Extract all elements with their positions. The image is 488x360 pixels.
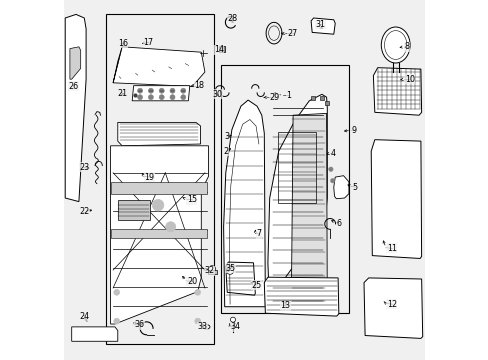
Text: 13: 13 xyxy=(280,302,290,310)
Text: 30: 30 xyxy=(212,90,222,99)
Polygon shape xyxy=(333,176,348,199)
Circle shape xyxy=(226,267,233,274)
Circle shape xyxy=(148,95,153,100)
Bar xyxy=(221,65,348,313)
Polygon shape xyxy=(110,146,208,324)
Text: 14: 14 xyxy=(213,45,224,54)
Circle shape xyxy=(137,88,142,93)
Text: 20: 20 xyxy=(186,277,197,286)
Polygon shape xyxy=(132,86,189,101)
Circle shape xyxy=(137,95,142,100)
Circle shape xyxy=(181,95,185,100)
Text: 6: 6 xyxy=(336,219,341,228)
Circle shape xyxy=(181,88,185,93)
Text: 2: 2 xyxy=(223,147,228,156)
Circle shape xyxy=(159,95,164,100)
Text: 33: 33 xyxy=(197,323,207,331)
Circle shape xyxy=(165,222,175,232)
Text: 29: 29 xyxy=(268,94,279,102)
Circle shape xyxy=(159,88,164,93)
Text: 36: 36 xyxy=(134,320,144,329)
Text: 12: 12 xyxy=(386,300,396,309)
Text: 35: 35 xyxy=(225,264,235,273)
Circle shape xyxy=(170,88,175,93)
Text: 28: 28 xyxy=(227,14,237,23)
Text: 10: 10 xyxy=(404,75,414,84)
Text: 27: 27 xyxy=(286,29,297,37)
Polygon shape xyxy=(118,122,200,146)
Circle shape xyxy=(170,95,175,100)
Polygon shape xyxy=(310,18,335,34)
Text: 3: 3 xyxy=(224,132,228,141)
Circle shape xyxy=(194,318,200,324)
Polygon shape xyxy=(70,47,81,79)
Bar xyxy=(207,270,216,274)
Bar xyxy=(111,182,206,194)
Polygon shape xyxy=(370,140,421,258)
Polygon shape xyxy=(72,327,118,341)
Text: 15: 15 xyxy=(186,195,197,204)
Ellipse shape xyxy=(381,27,409,63)
Text: 1: 1 xyxy=(285,91,291,100)
Polygon shape xyxy=(363,278,422,338)
Circle shape xyxy=(328,167,332,171)
Text: 23: 23 xyxy=(80,163,90,172)
Text: 22: 22 xyxy=(80,207,90,216)
Polygon shape xyxy=(264,277,338,316)
Circle shape xyxy=(230,317,235,322)
Circle shape xyxy=(114,318,120,324)
Polygon shape xyxy=(113,47,122,83)
Polygon shape xyxy=(223,100,265,307)
Circle shape xyxy=(114,289,120,295)
Polygon shape xyxy=(225,262,255,295)
Circle shape xyxy=(330,179,334,183)
Circle shape xyxy=(208,266,215,273)
Circle shape xyxy=(152,199,163,211)
Text: 16: 16 xyxy=(118,39,127,48)
Text: 17: 17 xyxy=(142,38,153,47)
Text: 18: 18 xyxy=(194,81,203,90)
Text: 9: 9 xyxy=(351,126,356,135)
Text: 19: 19 xyxy=(144,173,154,181)
Bar xyxy=(277,132,316,203)
Circle shape xyxy=(194,289,200,295)
Text: 11: 11 xyxy=(386,244,396,253)
Polygon shape xyxy=(267,94,326,308)
Text: 21: 21 xyxy=(118,89,128,98)
Text: 7: 7 xyxy=(256,230,261,239)
Text: 25: 25 xyxy=(251,281,262,289)
Text: 5: 5 xyxy=(352,183,357,192)
Bar xyxy=(106,14,213,344)
Polygon shape xyxy=(373,68,421,115)
Text: 26: 26 xyxy=(69,82,79,91)
Text: 8: 8 xyxy=(404,42,409,51)
Bar xyxy=(111,229,206,238)
Text: 24: 24 xyxy=(80,311,90,320)
Text: 32: 32 xyxy=(204,266,215,275)
Polygon shape xyxy=(113,47,204,86)
Circle shape xyxy=(148,88,153,93)
Text: 34: 34 xyxy=(230,323,240,331)
Bar xyxy=(118,200,150,220)
Polygon shape xyxy=(290,113,326,308)
Text: 31: 31 xyxy=(315,20,325,29)
Polygon shape xyxy=(65,14,86,202)
Text: 4: 4 xyxy=(330,149,335,158)
